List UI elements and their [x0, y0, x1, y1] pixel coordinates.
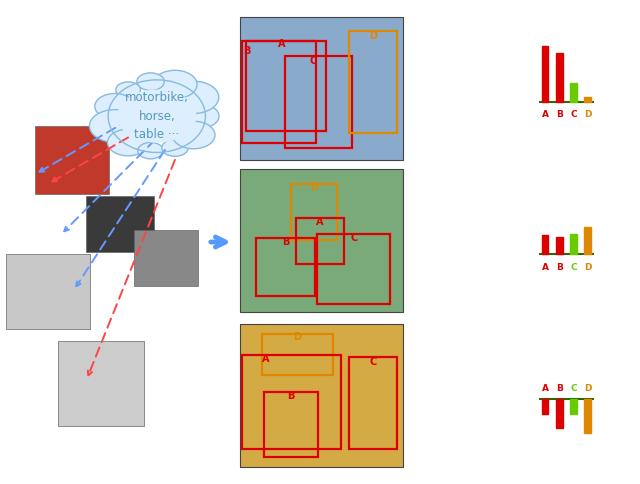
- Bar: [349, 31, 397, 133]
- Text: C: C: [570, 263, 577, 272]
- Text: B: B: [556, 263, 563, 272]
- Bar: [264, 392, 318, 457]
- Bar: [256, 238, 315, 296]
- Bar: [584, 227, 591, 254]
- Text: C: C: [350, 233, 358, 243]
- Text: C: C: [310, 56, 317, 65]
- Text: D: D: [294, 332, 301, 342]
- Bar: [58, 341, 144, 426]
- Ellipse shape: [162, 139, 188, 156]
- Bar: [570, 234, 577, 254]
- Ellipse shape: [153, 70, 197, 99]
- Bar: [240, 17, 403, 160]
- Text: B: B: [556, 384, 563, 393]
- Bar: [242, 41, 316, 143]
- Text: motorbike,: motorbike,: [125, 91, 189, 104]
- Bar: [542, 235, 548, 254]
- Bar: [35, 126, 109, 194]
- Bar: [570, 399, 577, 414]
- Bar: [296, 218, 344, 264]
- Ellipse shape: [95, 93, 135, 119]
- Text: B: B: [243, 46, 250, 56]
- Ellipse shape: [138, 142, 163, 159]
- Bar: [240, 169, 403, 312]
- Bar: [86, 196, 154, 252]
- Bar: [542, 46, 548, 102]
- Text: D: D: [584, 384, 591, 393]
- Text: C: C: [369, 357, 377, 366]
- Bar: [246, 41, 326, 131]
- Text: A: A: [542, 110, 548, 120]
- Text: B: B: [282, 237, 289, 247]
- Ellipse shape: [116, 82, 141, 98]
- Ellipse shape: [137, 73, 164, 91]
- Bar: [291, 184, 337, 240]
- Ellipse shape: [182, 104, 219, 128]
- Bar: [317, 234, 390, 304]
- Ellipse shape: [90, 110, 140, 142]
- Bar: [556, 399, 563, 428]
- Bar: [584, 97, 591, 102]
- Bar: [242, 355, 341, 449]
- Text: B: B: [287, 391, 295, 401]
- Ellipse shape: [108, 129, 149, 156]
- Text: D: D: [584, 110, 591, 120]
- Text: A: A: [542, 263, 548, 272]
- Text: B: B: [556, 110, 563, 120]
- Ellipse shape: [168, 81, 219, 113]
- Text: D: D: [584, 263, 591, 272]
- Text: C: C: [570, 110, 577, 120]
- Bar: [556, 53, 563, 102]
- Text: A: A: [542, 384, 548, 393]
- Text: A: A: [316, 217, 324, 227]
- Bar: [556, 237, 563, 254]
- Text: A: A: [262, 354, 269, 364]
- Text: D: D: [369, 31, 377, 41]
- Ellipse shape: [172, 121, 215, 149]
- Text: A: A: [278, 39, 285, 48]
- Ellipse shape: [117, 90, 196, 143]
- Bar: [570, 83, 577, 102]
- Text: horse,: horse,: [138, 110, 175, 122]
- Bar: [262, 334, 333, 375]
- Bar: [285, 56, 352, 148]
- Bar: [349, 357, 397, 449]
- Bar: [584, 399, 591, 433]
- Bar: [6, 254, 90, 329]
- Text: table ···: table ···: [134, 128, 179, 141]
- Bar: [240, 324, 403, 467]
- Bar: [134, 230, 198, 286]
- Text: C: C: [570, 384, 577, 393]
- Bar: [542, 399, 548, 414]
- Text: D: D: [310, 182, 318, 192]
